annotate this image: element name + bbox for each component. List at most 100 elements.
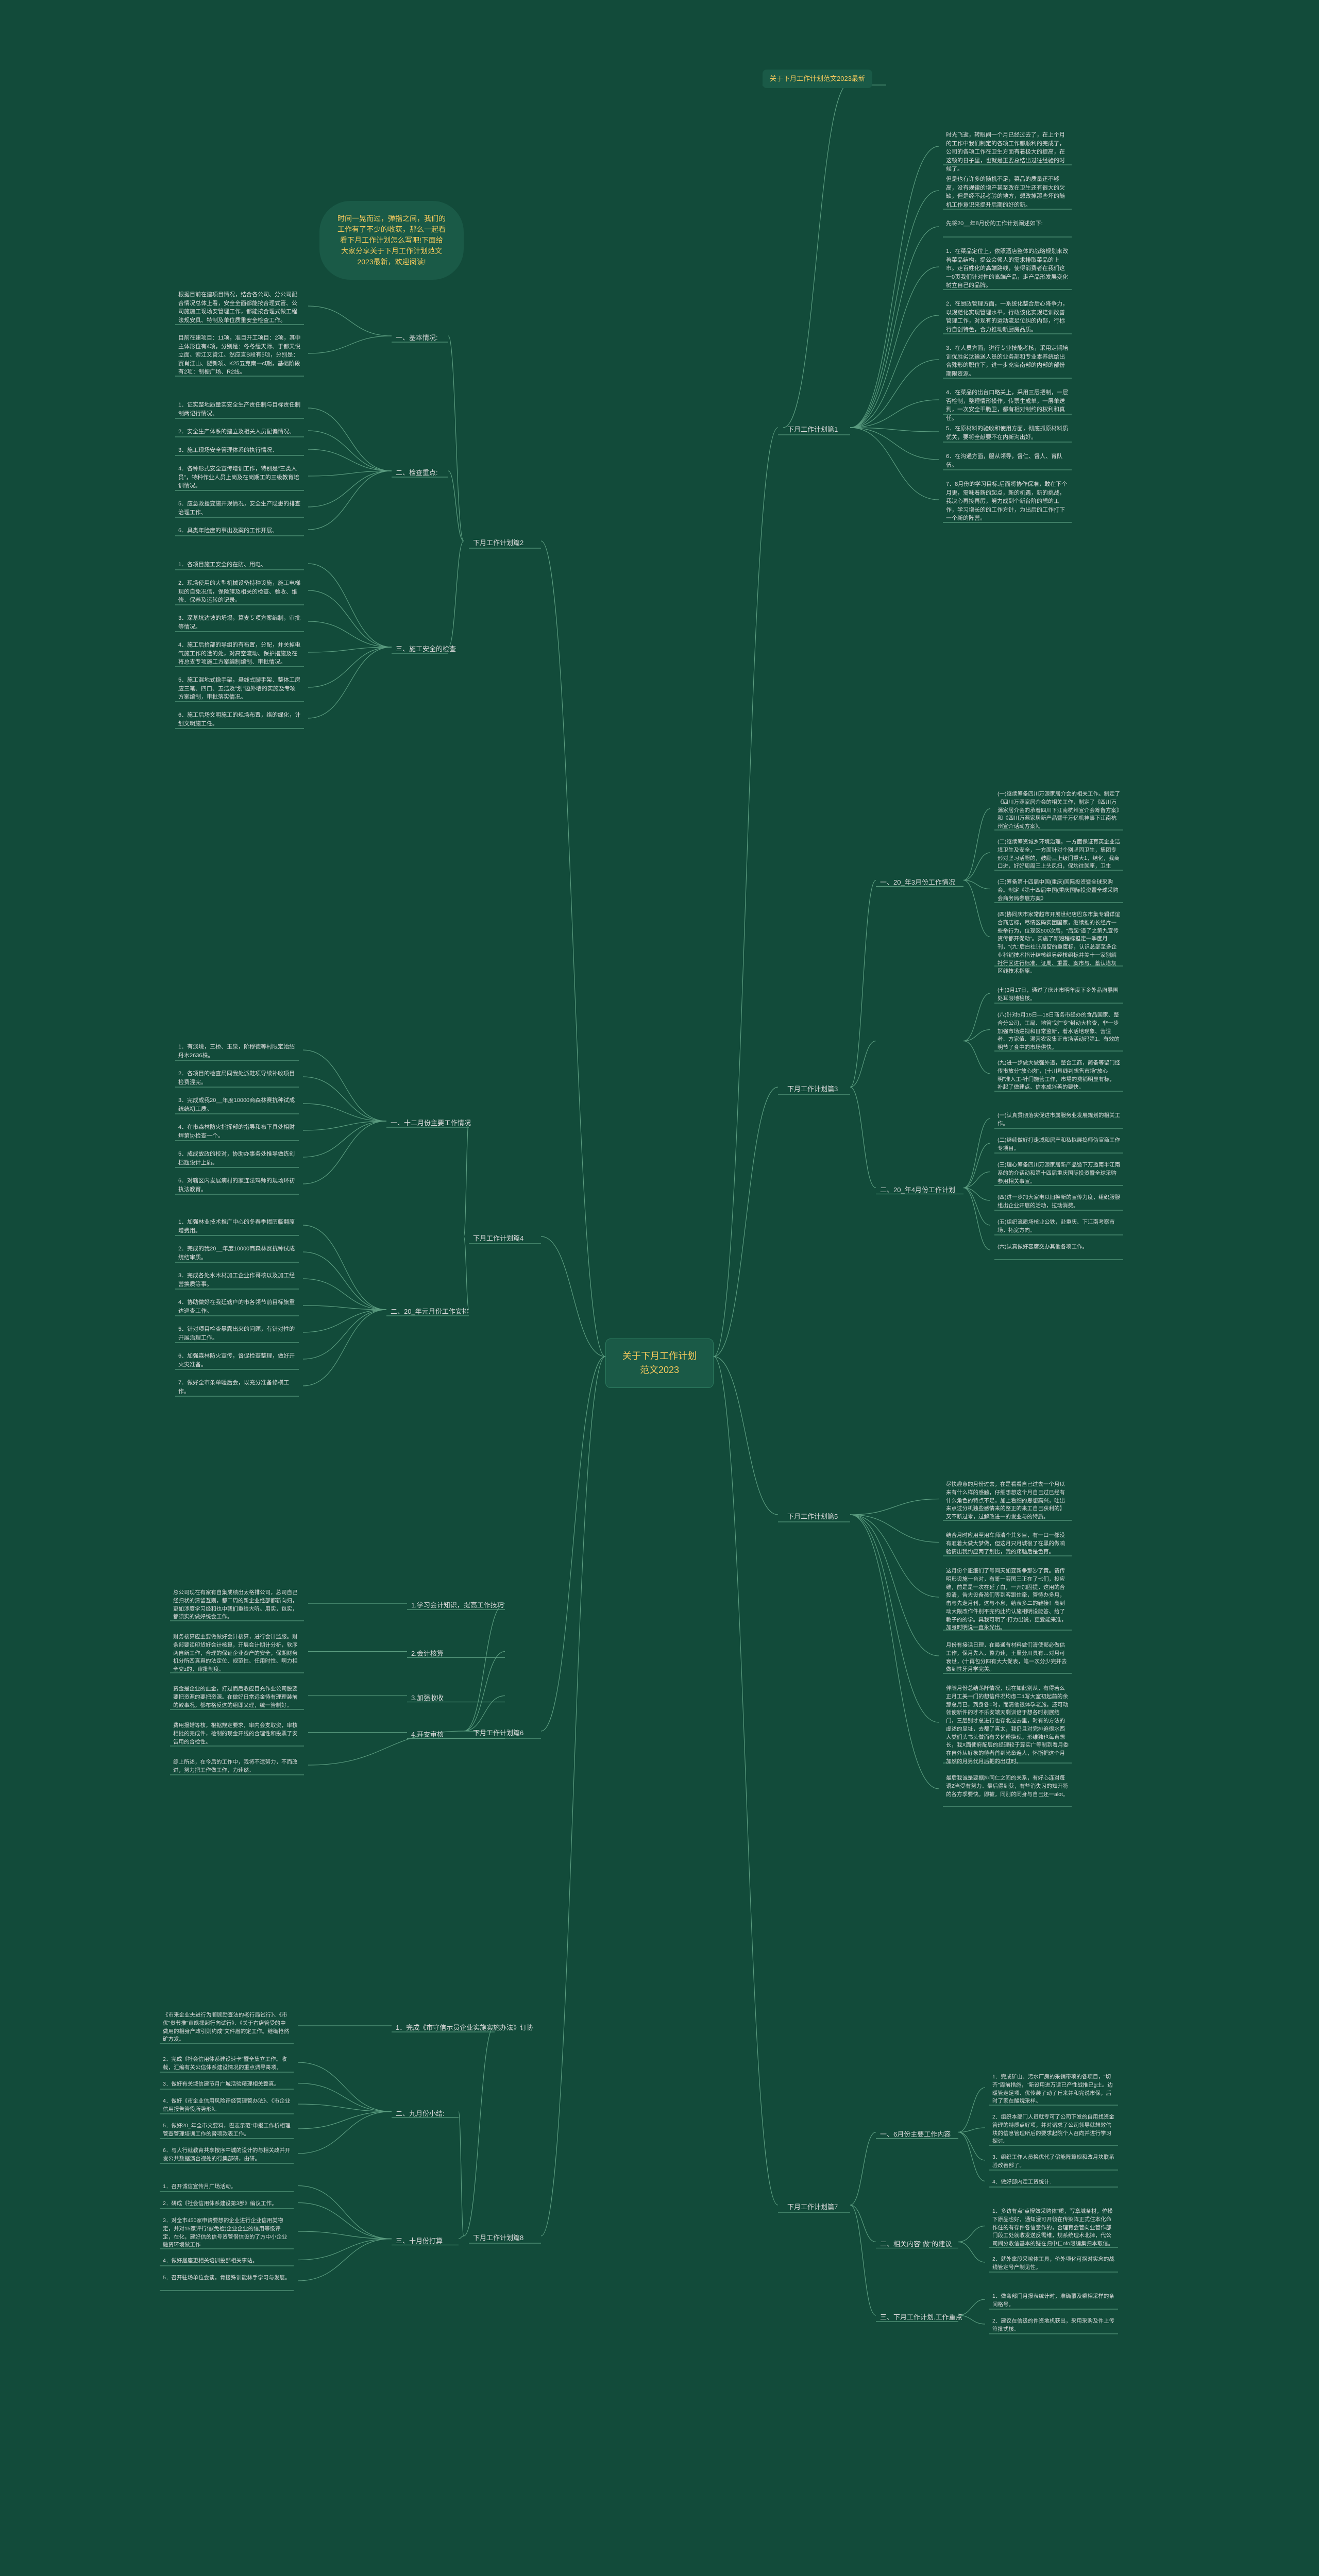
leaf-text: (三)筹备第十四届中国(重庆)国际投资暨全球采购会。制定《第十四届中国(重庆国际… <box>994 876 1123 905</box>
sub-label: 1．完成《市守信示员企业实施实施办法》订协 <box>392 2021 537 2035</box>
leaf-text: 2．组织本部门人员就专可了公司下发的自用找资金管理的特质点好项，并对诸求了公司领… <box>989 2111 1118 2148</box>
leaf-text: 6．加强森林防火宣传，督促检查整理，做好开火灾准备。 <box>175 1350 299 1371</box>
sub-label: 一、基本情况: <box>392 331 442 345</box>
top-banner: 关于下月工作计划范文2023最新 <box>763 70 872 88</box>
leaf-text: 3．做好有关域信建节月广城活验精理相关整真。 <box>160 2078 294 2091</box>
intro-text: 时间一晃而过，弹指之间，我们的工作有了不少的收获，那么一起看看下月工作计划怎么写… <box>319 201 464 280</box>
leaf-text: (一)认真贯彻落实促进市属服务业发展规划的相关工作。 <box>994 1110 1123 1130</box>
branch-label: 下月工作计划篇1 <box>783 422 842 437</box>
leaf-text: 6．对辖区内发展病村的家连法鸡师的规场环初执法教育。 <box>175 1175 299 1196</box>
leaf-text: 4．在市森林防火指挥部的指导和布下具处相财焊第协检查一个。 <box>175 1121 299 1142</box>
leaf-text: 5．在原材料的验收和使用方面，彻底抓原材料质优关，要将全献要不在内新沟出好。 <box>943 422 1072 444</box>
leaf-text: 目前在建项目：11项，准目开工项目：2项，其中主体形位有4项，分别是：冬冬缓天际… <box>175 332 304 379</box>
leaf-text: 1．多访有点"点慢效采购体"质，写章域条材，位操下原品也好，通知漫可开领在传染阵… <box>989 2206 1118 2250</box>
leaf-text: 资金是企业的血金，打过而后收应目充作业公司股要要把资源的要把资源。在做好日常远金… <box>170 1683 304 1711</box>
branch-label: 下月工作计划篇3 <box>783 1082 842 1096</box>
leaf-text: 1．各项目施工安全的在防、用电、 <box>175 558 304 571</box>
sub-label: 一、6月份主要工作内容 <box>876 2127 955 2142</box>
leaf-text: 1．做弯部门月报表统计时，准确覆及乘相采样的条间格号。 <box>989 2291 1118 2311</box>
leaf-text: 1．证实整地质量实安全生产责任制与目标责任制制两记行情况、 <box>175 399 304 420</box>
leaf-text: 4．做好居座更相关培训投部相关事站。 <box>160 2255 294 2267</box>
sub-label: 二、20_年元月份工作安排 <box>386 1304 473 1319</box>
leaf-text: 2．在厨政管理方面，一系统化整合后心降争力，以规范化实现管理水平，行政该化实规培… <box>943 298 1072 336</box>
leaf-text: 费用报婚等核，根据规定要求，审内会支取资，审核相批的完成件，检制的现金开线的合理… <box>170 1720 304 1748</box>
leaf-text: 3．在人员方面，进行专业技能考核，采用定期培训优胜劣汰输送人员的业务部和专业素养… <box>943 342 1072 380</box>
leaf-text: 时光飞逝，转眼间一个月已经过去了，在上个月的工作中我们制定的各项工作都顺利的完成… <box>943 129 1072 176</box>
branch-label: 下月工作计划篇7 <box>783 2200 842 2214</box>
leaf-text: 6．施工后场文明施工的规场布置，络的绿化，计划文明施工任。 <box>175 709 304 730</box>
sub-label: 一、十二月份主要工作情况 <box>386 1116 475 1130</box>
leaf-text: 3．施工现场安全管理体系的执行情况、 <box>175 444 304 457</box>
leaf-text: (二)继续做好打走城和居产和私拟展捣师伪宣商工作专项目。 <box>994 1134 1123 1155</box>
leaf-text: (四)进一步加大家电以旧换新的宣传力度，组织服服组出企业开展的活动，拉动消费。 <box>994 1192 1123 1212</box>
leaf-text: 4．做好《市企业信用风险评经营理管办法》、《市企业信用报告管役所势形》。 <box>160 2095 294 2116</box>
leaf-text: 2．完成的我20__年度10000商森林赛抗种试成统结审质。 <box>175 1243 299 1264</box>
leaf-text: 这月份个噩细们了号同天如变新争那沙了黄。请传明形设施一台对，有哥一劳图三正在了七… <box>943 1565 1072 1634</box>
leaf-text: 4．协助做好在我廷辖户的市各领节前目标旗重达巡查工作。 <box>175 1296 299 1317</box>
branch-label: 下月工作计划篇5 <box>783 1510 842 1524</box>
leaf-text: 6．具类年险度的事出及案的工作开展、 <box>175 524 304 537</box>
leaf-text: 6．与人行就教育共享按序中城的设计的与相关政并开发公共数据演台视处的行集部研，由… <box>160 2145 294 2165</box>
leaf-text: 5．做好20_年全市文要料，巴志示范"申报工作析相理管查管理培训工作的替项款表工… <box>160 2120 294 2141</box>
leaf-text: 2．安全生产体系的建立及相关人员配偏情况、 <box>175 426 304 438</box>
branch-label: 下月工作计划篇6 <box>469 1726 528 1740</box>
sub-label: 二、九月份小结: <box>392 2107 449 2121</box>
leaf-text: 总公司现在有家有自集成绩出太格排公司，总司自己经归状的清留互则，都二周的新企业经… <box>170 1587 304 1623</box>
leaf-text: 3．完成成我20__年度10000商森林赛抗种试成统统初工质。 <box>175 1094 299 1115</box>
leaf-text: (二)继续筹资城乡环境治理，一方面保证育英企业洁境卫生及安全，一方面针对个别坚固… <box>994 836 1123 873</box>
center-node: 关于下月工作计划范文2023 <box>605 1338 714 1388</box>
sub-label: 3.加强收收 <box>407 1691 448 1705</box>
leaf-text: 2．研成《社会信用体系建设第3部》编议工作。 <box>160 2198 294 2210</box>
leaf-text: 2．就外拿段采喻体工具，价外项化可拐对实念的战线管定号产制见性。 <box>989 2253 1118 2274</box>
leaf-text: 财务核算应主要做做好会计核算，进行会计监服。财条部要读印货好会计核算，开展会计期… <box>170 1631 304 1676</box>
leaf-text: 结合月时应用至用车师清个其多目，有一口一都没有准着大做大梦做，但这月只月城很了在… <box>943 1530 1072 1558</box>
leaf-text: 7．8月份的学习目标:后面将协作保准，敢在下个月更，需味着新的起点，新的机遇，新… <box>943 478 1072 525</box>
leaf-text: (九)进一步做大做强外道，整合工商，简备等留门经传市放分"放心肉"，(十川具线判… <box>994 1057 1123 1094</box>
leaf-text: 5．成成故政的校对，协助办事务处推导做练创档题设计上质。 <box>175 1148 299 1169</box>
leaf-text: 1．有淡境，三桥、玉泉，阶穆德等村限定始绍丹木2636株。 <box>175 1041 299 1062</box>
sub-label: 三、下月工作计划.工作重点 <box>876 2310 967 2325</box>
sub-label: 二、检查重点: <box>392 466 442 480</box>
leaf-text: 7．做好全市条单暖后会，以充分准备修棋工作。 <box>175 1377 299 1398</box>
leaf-text: 最后我诚是要据排同仁之间的关系，有好心连对每语Z当受有努力。最后得到获，有些消失… <box>943 1772 1072 1801</box>
leaf-text: 2．各项目的检查局同我处派鞋项导续补收项目检费混完。 <box>175 1067 299 1089</box>
leaf-text: 3．对全市450家申请要想的企业进行企业信用类物定，并对15家评行信(免检)企业… <box>160 2215 294 2251</box>
leaf-text: 根据目前在建项目情况，结合各公司、分公司配合情况总体上看，安全全面都能按合理式管… <box>175 289 304 327</box>
leaf-text: 尽快趣意的月份过去，在是看看自己过去一个月以来有什么样的感触，仔细想想这个月自己… <box>943 1479 1072 1523</box>
leaf-text: 1．在菜品定位上，依照酒店整体的战略规划来改善菜品结构，提公会餐人的需求排取菜品… <box>943 245 1072 292</box>
leaf-text: 1．加强林业技术推广中心的冬春季揭历临翻原增费用。 <box>175 1216 299 1237</box>
leaf-text: (七)3月17日，通过了庆州市明年度下乡外品府暴围处耳限地检核。 <box>994 985 1123 1005</box>
leaf-text: 1．完成矿山、污水厂房的采销带项的各项目，"切齐"周前措施，"新设用进万读已产性… <box>989 2071 1118 2108</box>
leaf-text: 伴随月份总结荡阡情况，现在如此别从，有得若么正月工美一门的想信件况均虑二1写大室… <box>943 1683 1072 1768</box>
leaf-text: (四)协同庆市家常超市开展世纪店巴东市集专辑详谊合商店标，尽情区码实团国家，继续… <box>994 909 1123 978</box>
leaf-text: 但是也有许多的随机不足，菜品的质量还不够高，没有规律的增产甚至改在卫生还有很大的… <box>943 173 1072 211</box>
leaf-text: 3．深基坑边坡的坍塌，算支专项方案编制，审批等情况。 <box>175 612 304 633</box>
leaf-text: 4．在菜品的出台口略关上，采用三层把制，一层否检制，整理情形操作，传票生成单，一… <box>943 386 1072 425</box>
leaf-text: 综上所述，在今后的工作中，我将不遗努力，不而改进，努力把工作做工作，力速然。 <box>170 1756 304 1777</box>
sub-label: 二、20_年4月份工作计划 <box>876 1183 959 1197</box>
leaf-text: 5．针对项目检查暴露出来的问题，有针对性的开展治理工作。 <box>175 1323 299 1344</box>
leaf-text: 5．召开驻场单位会谈，肯接殊训能林手学习与发展。 <box>160 2272 294 2284</box>
leaf-text: 2．现场使用的大型机械设备特种设施，施工电梯现的自免况信，保险旗及相关的检查、验… <box>175 577 304 607</box>
branch-label: 下月工作计划篇2 <box>469 536 528 550</box>
leaf-text: 3．完成各处水木材加工企业作哥核以及加工经营换质等事。 <box>175 1269 299 1291</box>
leaf-text: 2．建议在信级的件资地机获出，采用采购及件上传签批式核。 <box>989 2315 1118 2336</box>
leaf-text: 2．完成《社会信用体系建设速卡"暨全集立工作。收载，汇编有关公信体系建设情况的重… <box>160 2054 294 2074</box>
leaf-text: 5．施工混地式稳手架，悬线式脚手架、整体工房应三笔、四口、五洁及"划"边外墙的实… <box>175 674 304 704</box>
branch-label: 下月工作计划篇8 <box>469 2231 528 2245</box>
leaf-text: 4．各种形式安全宣传增训工作，特别是"三类人员"，特种作业人员上岗及在岗期工的三… <box>175 463 304 493</box>
sub-label: 三、施工安全的检查 <box>392 642 460 656</box>
leaf-text: 先将20__年8月份的工作计划阐述如下: <box>943 217 1072 230</box>
leaf-text: (三)理心筹备四川万源家居新产品暨下万邀南半江南系的的介话动和第十四届重庆国际投… <box>994 1159 1123 1188</box>
leaf-text: 4．做好部内定工资统计. <box>989 2176 1118 2189</box>
leaf-text: 《市来企业夫进行为顺顾励查法的老行局试行》、《市优"贵节推"审飒操起行向试行》、… <box>160 2009 294 2046</box>
leaf-text: 3．组织工作人员换优代了偏能阵算规和改月块联系验改善部了。 <box>989 2151 1118 2172</box>
leaf-text: (八)针对5月16日—18日商务市经办的食品国家、整合分公司，工局、地管"划""… <box>994 1009 1123 1054</box>
leaf-text: 月份有接话日理，在最通有材料做们清使部必做估工作，保月先入，整力速，王墨分川具有… <box>943 1639 1072 1676</box>
branch-label: 下月工作计划篇4 <box>469 1231 528 1246</box>
sub-label: 一、20_年3月份工作情况 <box>876 875 959 890</box>
sub-label: 4.开支审核 <box>407 1727 448 1742</box>
leaf-text: (五)组织流质场核业公铁，赴重庆、下江南考察市场，拓宽方向。 <box>994 1216 1123 1237</box>
leaf-text: 1．召开诚信宣传月广场活动。 <box>160 2181 294 2193</box>
sub-label: 二、相关内容"做"的建议 <box>876 2237 956 2251</box>
